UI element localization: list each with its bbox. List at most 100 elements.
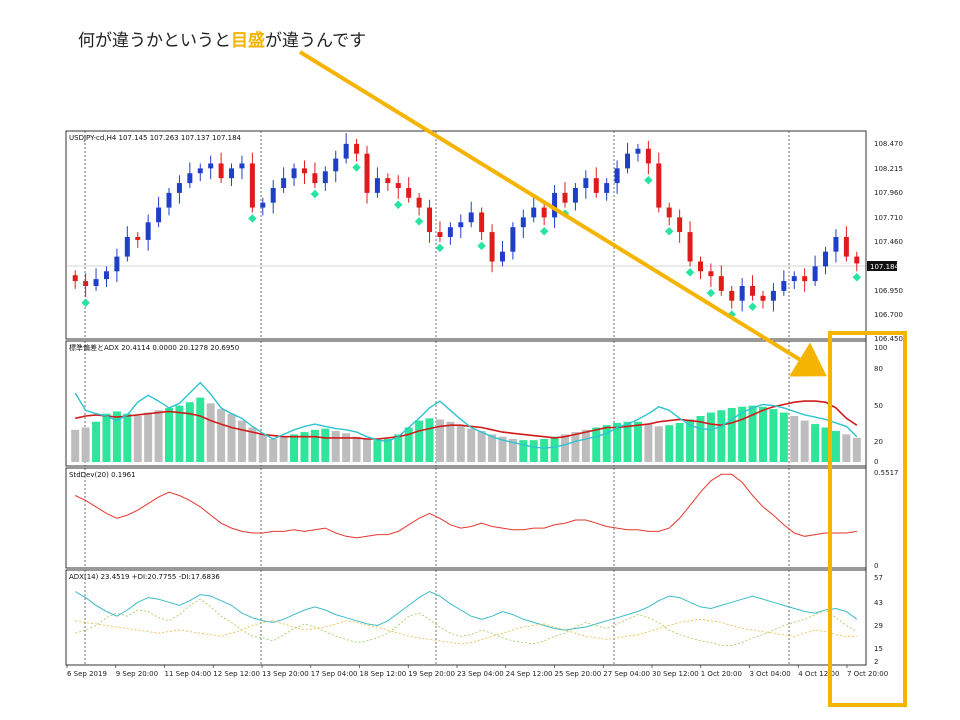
- current-price-label: 107.184: [870, 263, 899, 271]
- adx-line-cyan: [74, 381, 858, 449]
- y-tick-label: 108.470: [874, 140, 903, 148]
- histogram-bar: [310, 429, 319, 462]
- histogram-bar: [352, 436, 361, 462]
- histogram-bar: [321, 428, 330, 462]
- signal-marker: [748, 302, 757, 311]
- panel-title: 標準偏差とADX 20.4114 0.0000 20.1278 20.6950: [69, 343, 239, 352]
- y-tick-label: 29: [874, 622, 883, 630]
- candle-body: [395, 183, 401, 188]
- histogram-bar: [488, 434, 497, 462]
- candle-body: [781, 281, 787, 291]
- candle-body: [833, 236, 839, 252]
- x-tick-label: 7 Oct 20:00: [847, 670, 888, 678]
- histogram-bar: [123, 413, 132, 462]
- candle-body: [479, 212, 485, 233]
- candle-body: [604, 183, 610, 193]
- candle-body: [312, 173, 318, 184]
- x-tick-label: 17 Sep 04:00: [311, 670, 358, 678]
- adx-line-red: [75, 400, 858, 440]
- candle-body: [499, 251, 505, 262]
- y-tick-label: 107.960: [874, 189, 903, 197]
- candle-body: [187, 173, 193, 184]
- candle-body: [364, 153, 370, 193]
- histogram-bar: [112, 411, 121, 462]
- candle-body: [447, 227, 453, 237]
- candle-body: [541, 207, 547, 218]
- histogram-bar: [217, 409, 226, 462]
- histogram-bar: [644, 424, 653, 462]
- y-tick-label: 107.460: [874, 238, 903, 246]
- histogram-bar: [602, 425, 611, 462]
- candle-body: [374, 178, 380, 193]
- y-tick-label: 100: [874, 344, 887, 352]
- candle-body: [333, 158, 339, 172]
- histogram-bar: [102, 413, 111, 462]
- histogram-bar: [842, 434, 851, 462]
- histogram-bar: [248, 427, 257, 462]
- histogram-bar: [383, 439, 392, 462]
- candle-body: [270, 187, 276, 203]
- histogram-bar: [581, 429, 590, 462]
- candle-body: [458, 222, 464, 228]
- x-tick-label: 23 Sep 04:00: [457, 670, 504, 678]
- y-tick-label: 20: [874, 438, 883, 446]
- candle-body: [260, 202, 266, 208]
- histogram-bar: [363, 439, 371, 462]
- candle-body: [843, 236, 849, 257]
- panel-title: StdDev(20) 0.1961: [69, 471, 136, 479]
- y-tick-label: 43: [874, 599, 883, 607]
- signal-marker: [706, 288, 716, 298]
- histogram-bar: [446, 421, 455, 462]
- stddev-line: [74, 473, 857, 539]
- x-tick-label: 9 Sep 20:00: [116, 670, 158, 678]
- y-tick-label: 106.950: [874, 287, 903, 295]
- histogram-bar: [456, 425, 465, 462]
- histogram-bar: [592, 427, 601, 462]
- histogram-bar: [196, 397, 205, 462]
- candle-body: [656, 163, 662, 208]
- y-tick-label: 107.710: [874, 214, 903, 222]
- histogram-bar: [675, 422, 684, 462]
- y-tick-label: 57: [874, 574, 883, 582]
- histogram-bar: [613, 422, 622, 462]
- histogram-bar: [748, 405, 757, 462]
- candle-body: [83, 281, 89, 286]
- x-tick-label: 12 Sep 12:00: [213, 670, 260, 678]
- slide-title: 何が違うかというと目盛が違うんです: [78, 26, 366, 51]
- candle-body: [322, 171, 328, 184]
- histogram-bar: [415, 420, 424, 462]
- histogram-bar: [633, 421, 642, 462]
- histogram-bar: [706, 412, 715, 462]
- histogram-bar: [790, 416, 799, 462]
- candle-body: [697, 261, 703, 272]
- signal-marker: [414, 217, 424, 226]
- candle-body: [760, 295, 766, 301]
- candle-body: [823, 251, 829, 267]
- histogram-bar: [185, 402, 194, 462]
- histogram-bar: [831, 430, 840, 462]
- x-tick-label: 18 Sep 12:00: [360, 670, 407, 678]
- x-tick-label: 6 Sep 2019: [67, 670, 107, 678]
- histogram-bar: [811, 424, 820, 462]
- candle-body: [583, 178, 589, 188]
- histogram-bar: [269, 439, 278, 462]
- candle-body: [166, 192, 172, 208]
- candle-body: [708, 271, 714, 277]
- histogram-bar: [654, 426, 663, 462]
- y-tick-label: 15: [874, 645, 883, 653]
- annotation-layer: [298, 50, 907, 707]
- histogram-bar: [779, 412, 788, 462]
- histogram-bar: [237, 420, 246, 462]
- candle-body: [427, 207, 433, 233]
- histogram-bar: [331, 430, 340, 462]
- candle-body: [281, 178, 287, 188]
- histogram-bar: [394, 434, 403, 462]
- candle-body: [343, 143, 349, 159]
- x-tick-label: 19 Sep 20:00: [408, 670, 455, 678]
- candle-body: [520, 217, 526, 228]
- histogram-bar: [258, 434, 267, 462]
- candle-body: [354, 143, 360, 154]
- candle-body: [103, 271, 109, 280]
- histogram-bar: [404, 427, 413, 462]
- histogram-bar: [759, 406, 767, 462]
